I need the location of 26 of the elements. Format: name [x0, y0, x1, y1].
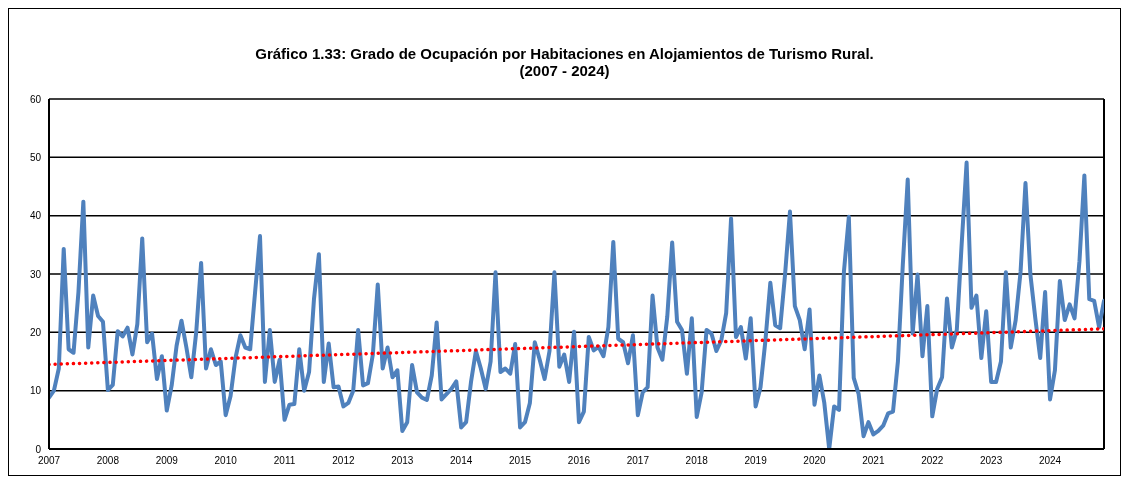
y-tick-label: 0 — [35, 443, 42, 455]
x-tick-label: 2024 — [1038, 455, 1062, 467]
y-tick-label: 60 — [29, 93, 42, 105]
x-tick-label: 2015 — [508, 455, 532, 467]
x-tick-label: 2016 — [567, 455, 591, 467]
x-tick-label: 2017 — [626, 455, 650, 467]
y-tick-label: 40 — [29, 210, 42, 222]
chart-title: Gráfico 1.33: Grado de Ocupación por Habitaciones en Alojamientos de Turismo Rural. (2007 - 2024) — [254, 45, 875, 79]
x-tick-label: 2019 — [744, 455, 768, 467]
x-tick-label: 2022 — [921, 455, 944, 467]
x-tick-label: 2020 — [803, 455, 827, 467]
y-tick-label: 30 — [29, 268, 42, 280]
x-tick-label: 2008 — [96, 455, 120, 467]
x-tick-label: 2007 — [37, 455, 61, 467]
x-tick-label: 2009 — [155, 455, 179, 467]
x-tick-label: 2010 — [214, 455, 238, 467]
y-tick-label: 50 — [29, 151, 42, 163]
y-tick-label: 20 — [29, 326, 42, 338]
x-tick-label: 2012 — [332, 455, 355, 467]
x-tick-label: 2018 — [685, 455, 709, 467]
x-tick-label: 2023 — [980, 455, 1003, 467]
x-tick-label: 2011 — [273, 455, 296, 467]
x-tick-label: 2014 — [450, 455, 473, 467]
x-tick-label: 2021 — [862, 455, 885, 467]
y-tick-label: 10 — [29, 385, 42, 397]
x-tick-label: 2013 — [391, 455, 414, 467]
